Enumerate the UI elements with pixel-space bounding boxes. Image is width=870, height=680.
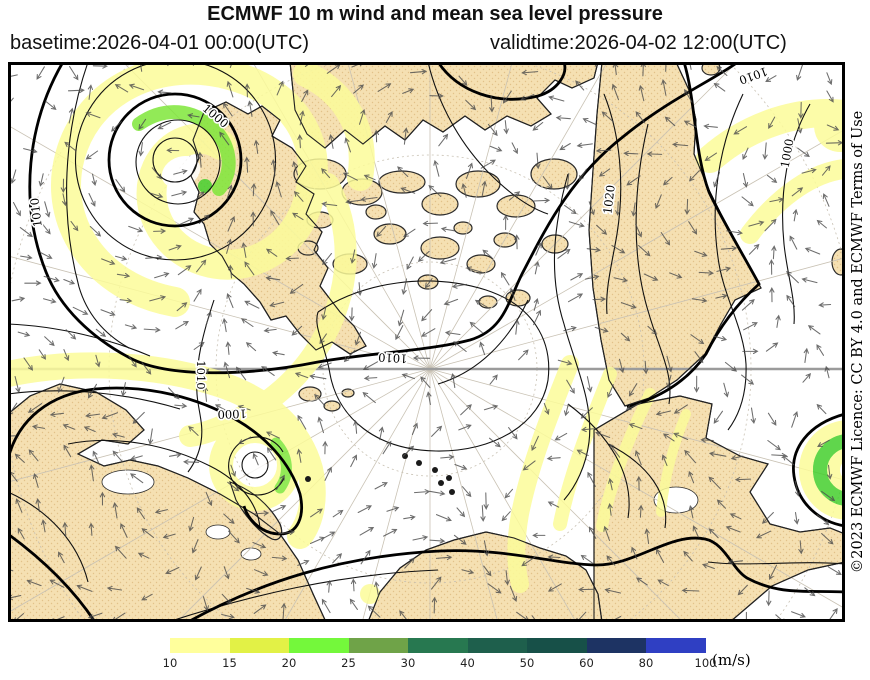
legend-tick-label: 100: [694, 656, 717, 670]
legend-swatch: [229, 638, 289, 653]
legend-swatch: [467, 638, 527, 653]
svg-text:1000: 1000: [778, 138, 797, 169]
wind-speed-legend: (m/s) 10 15 20 25 30 40 50 60 80 100: [0, 630, 870, 680]
legend-swatch: [170, 638, 230, 653]
legend-swatch: [348, 638, 408, 653]
legend-color-bar: [170, 638, 706, 653]
legend-tick-label: 25: [341, 656, 356, 670]
legend-tick-label: 30: [400, 656, 416, 670]
legend-tick-label: 60: [579, 656, 594, 670]
page-title: ECMWF 10 m wind and mean sea level press…: [207, 3, 663, 25]
weather-map-frame: 1000 1010 1010 1010 1010 1000 1020 1000: [8, 62, 845, 622]
map-border: [8, 62, 845, 622]
basetime-label: basetime:2026-04-01 00:00(UTC): [10, 32, 310, 54]
legend-tick-label: 80: [638, 656, 654, 670]
legend-swatch: [586, 638, 646, 653]
svg-text:1010: 1010: [194, 360, 208, 389]
wind-arrow-group: [8, 62, 844, 622]
svg-text:1010: 1010: [27, 197, 44, 228]
legend-tick-label: 20: [281, 656, 297, 670]
land-group: [8, 62, 845, 622]
isobar-group-thin: [8, 62, 845, 622]
svg-text:1020: 1020: [600, 184, 617, 215]
legend-swatch: [646, 638, 706, 653]
isobar-group-bold: [8, 62, 845, 622]
legend-tick-label: 40: [460, 656, 475, 670]
legend-swatch: [289, 638, 349, 653]
legend-swatch: [408, 638, 468, 653]
islet-group: [305, 453, 455, 495]
legend-unit: (m/s): [712, 651, 751, 669]
legend-swatch: [527, 638, 587, 653]
validtime-label: validtime:2026-04-02 12:00(UTC): [490, 32, 787, 54]
legend-tick-label: 50: [519, 656, 535, 670]
copyright-container: ©2023 ECMWF Licence: CC BY 4.0 and ECMWF…: [845, 62, 870, 622]
legend-tick-label: 10: [162, 656, 178, 670]
svg-text:1000: 1000: [217, 406, 247, 421]
legend-tick-label: 15: [222, 656, 237, 670]
copyright-text: ©2023 ECMWF Licence: CC BY 4.0 and ECMWF…: [849, 110, 866, 574]
svg-text:1010: 1010: [378, 350, 408, 366]
